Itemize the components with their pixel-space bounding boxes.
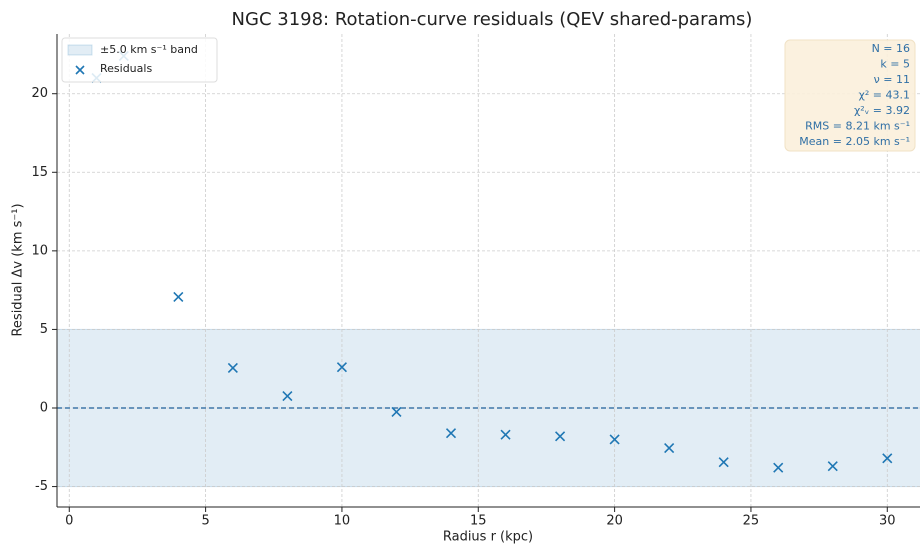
point (336, 362, 348, 373)
point (827, 461, 838, 472)
x-tick-label: 30 (879, 514, 896, 529)
x-axis-label: Radius r (kpc) (443, 530, 533, 545)
y-axis-label: Residual Δv (km s⁻¹) (11, 203, 26, 336)
y-tick-label: 0 (40, 401, 48, 416)
x-tick-label: 0 (65, 514, 73, 529)
legend-label: ±5.0 km s⁻¹ band (100, 43, 198, 56)
stats-line: RMS = 8.21 km s⁻¹ (805, 120, 910, 133)
point (391, 406, 402, 417)
legend-swatch (67, 44, 93, 56)
point (445, 428, 457, 439)
stats-box (784, 39, 916, 152)
stats-line: χ² = 43.1 (859, 89, 910, 102)
x-tick-label: 10 (334, 514, 351, 529)
point (718, 457, 729, 468)
x-tick-label: 20 (606, 514, 623, 529)
x-tick-label: 15 (470, 514, 487, 529)
y-tick-label: -5 (35, 479, 48, 494)
stats-line: Mean = 2.05 km s⁻¹ (799, 135, 910, 148)
point (664, 443, 675, 454)
point (227, 362, 238, 373)
stats-line: N = 16 (872, 42, 910, 55)
y-tick-label: 15 (31, 165, 48, 180)
point (773, 462, 784, 473)
stats-line: ν = 11 (874, 73, 910, 86)
point (555, 431, 566, 442)
legend-marker (75, 65, 85, 75)
x-tick-label: 5 (201, 514, 209, 529)
point (609, 434, 620, 445)
stats-line: k = 5 (880, 58, 910, 71)
chart-title: NGC 3198: Rotation-curve residuals (QEV … (232, 9, 753, 30)
point (173, 291, 184, 302)
stats-line: χ²ᵥ = 3.92 (854, 104, 910, 117)
point (500, 429, 511, 440)
y-tick-label: 20 (31, 86, 48, 101)
point (282, 390, 293, 402)
legend-box (61, 37, 218, 83)
legend-label: Residuals (100, 62, 152, 75)
point (882, 453, 893, 464)
y-tick-label: 10 (31, 243, 48, 258)
y-tick-label: 5 (40, 322, 48, 337)
x-tick-label: 25 (743, 514, 760, 529)
